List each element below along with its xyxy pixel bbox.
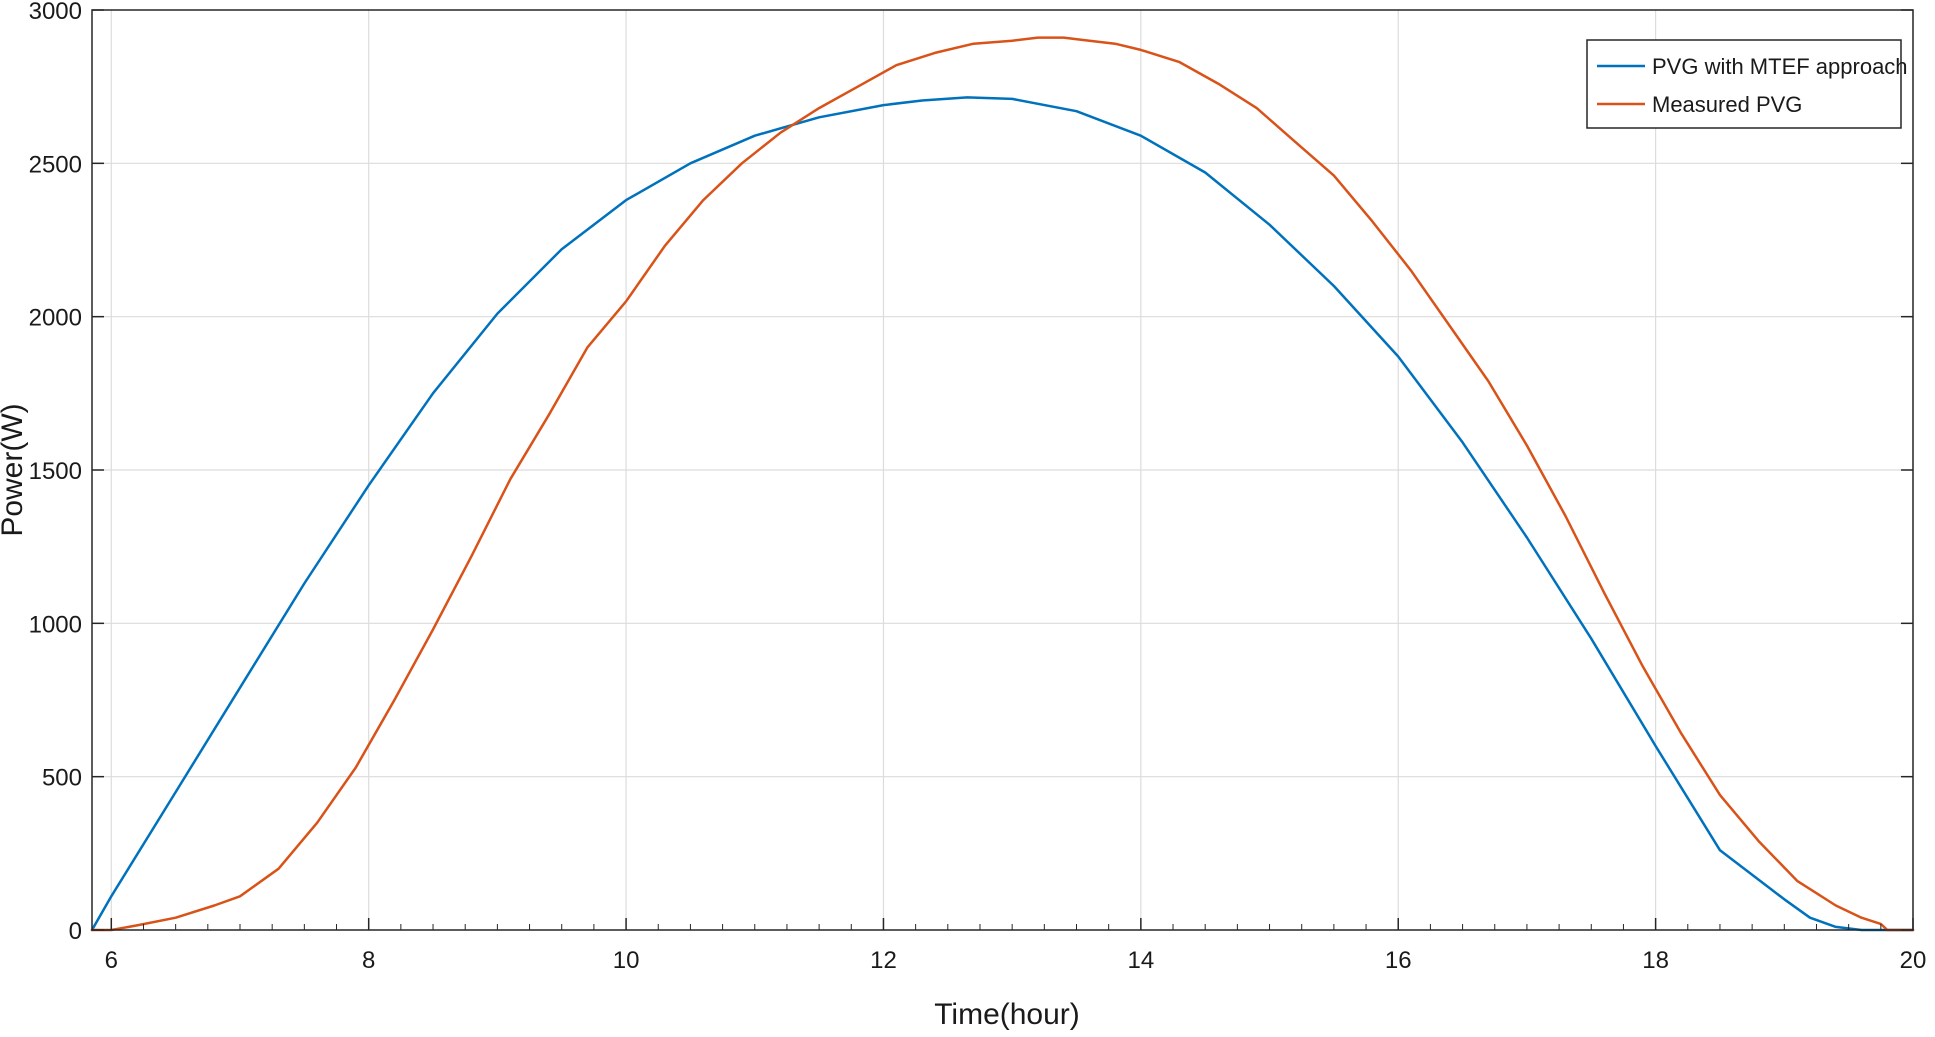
y-tick-label: 3000 — [29, 0, 82, 25]
tick-layer: 6 8 10 12 14 16 18 20 0 500 1000 1500 2000 2500 3000 — [29, 0, 1927, 974]
axis-label-layer: Time(hour) Power(W) — [0, 403, 1080, 1031]
x-tick-label: 6 — [105, 947, 118, 974]
legend-label-measured-pvg: Measured PVG — [1652, 92, 1802, 117]
y-tick-label: 2000 — [29, 305, 82, 332]
x-tick-label: 18 — [1642, 947, 1669, 974]
legend-box — [1586, 39, 1902, 129]
legend-label-pvg-mtef: PVG with MTEF approach — [1652, 54, 1908, 79]
y-tick-label: 500 — [42, 765, 82, 792]
x-tick-label: 14 — [1127, 947, 1154, 974]
x-axis-title: Time(hour) — [934, 998, 1080, 1031]
series-line-measured-pvg — [90, 36, 1915, 932]
y-tick-label: 2500 — [29, 151, 82, 178]
y-tick-label: 1000 — [29, 611, 82, 638]
y-tick-label: 1500 — [29, 458, 82, 485]
x-tick-label: 20 — [1900, 947, 1927, 974]
x-tick-label: 10 — [613, 947, 640, 974]
series-line-pvg-mtef — [90, 96, 1915, 932]
y-tick-label: 0 — [69, 918, 82, 945]
series-layer — [90, 36, 1915, 932]
legend: PVG with MTEF approach Measured PVG — [1586, 39, 1908, 129]
x-tick-label: 16 — [1385, 947, 1412, 974]
x-tick-label: 12 — [870, 947, 897, 974]
y-axis-title: Power(W) — [0, 403, 29, 536]
x-tick-label: 8 — [362, 947, 375, 974]
